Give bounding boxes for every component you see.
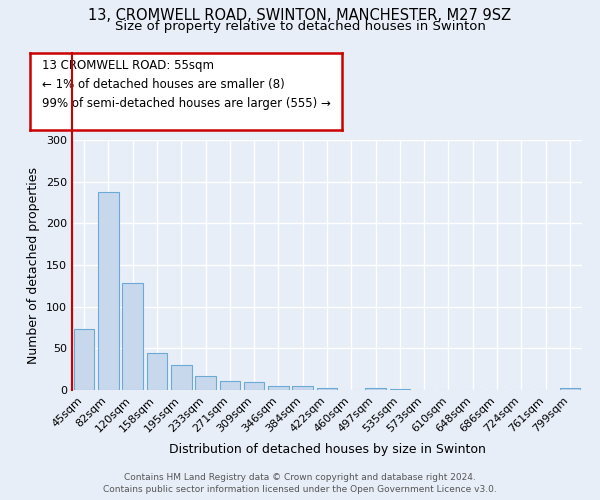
Bar <box>122 284 143 390</box>
Text: 13 CROMWELL ROAD: 55sqm
← 1% of detached houses are smaller (8)
99% of semi-deta: 13 CROMWELL ROAD: 55sqm ← 1% of detached… <box>43 58 331 110</box>
Bar <box>195 376 216 390</box>
Bar <box>560 388 580 390</box>
Bar <box>98 192 119 390</box>
Bar <box>365 388 386 390</box>
Bar <box>220 381 240 390</box>
Text: Contains HM Land Registry data © Crown copyright and database right 2024.: Contains HM Land Registry data © Crown c… <box>124 472 476 482</box>
Bar <box>317 388 337 390</box>
Bar <box>244 382 265 390</box>
Bar <box>268 386 289 390</box>
Bar <box>171 365 191 390</box>
Y-axis label: Number of detached properties: Number of detached properties <box>28 166 40 364</box>
Text: Size of property relative to detached houses in Swinton: Size of property relative to detached ho… <box>115 20 485 33</box>
Bar <box>74 329 94 390</box>
Bar <box>389 389 410 390</box>
Text: Distribution of detached houses by size in Swinton: Distribution of detached houses by size … <box>169 442 485 456</box>
Text: Contains public sector information licensed under the Open Government Licence v3: Contains public sector information licen… <box>103 485 497 494</box>
Bar <box>146 354 167 390</box>
Text: 13, CROMWELL ROAD, SWINTON, MANCHESTER, M27 9SZ: 13, CROMWELL ROAD, SWINTON, MANCHESTER, … <box>88 8 512 22</box>
Bar <box>292 386 313 390</box>
